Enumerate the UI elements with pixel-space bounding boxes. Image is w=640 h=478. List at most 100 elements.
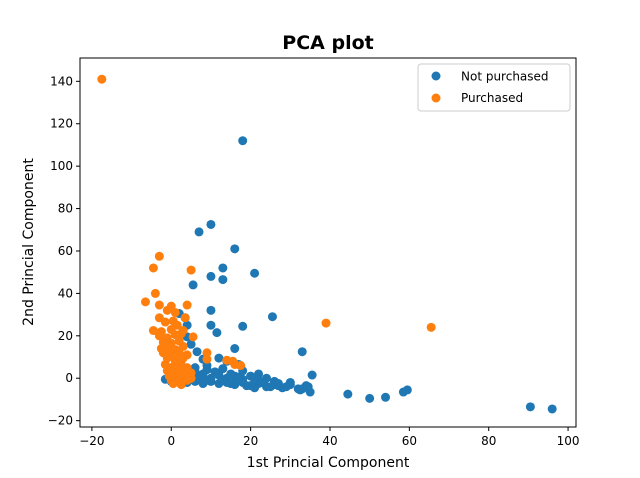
point-s0-89	[250, 374, 260, 384]
point-s0-78	[402, 385, 412, 395]
point-s1-57	[168, 379, 178, 389]
point-s1-5	[140, 297, 150, 307]
point-s0-79	[525, 402, 535, 412]
y-tick-label-0: −20	[48, 414, 73, 428]
point-s1-36	[202, 348, 212, 358]
point-s1-63	[172, 320, 182, 330]
point-s0-16	[212, 328, 222, 338]
point-s0-88	[234, 372, 244, 382]
legend-label-purchased: Purchased	[461, 91, 523, 105]
y-tick-label-5: 80	[58, 202, 73, 216]
point-s1-13	[160, 317, 170, 327]
legend-box	[417, 63, 571, 112]
point-s0-87	[226, 369, 236, 379]
point-s1-3	[186, 265, 196, 275]
point-s0-15	[238, 321, 248, 331]
point-s1-66	[426, 322, 436, 332]
x-axis-ticks: −20 0 20 40 60 80 100	[79, 427, 580, 448]
point-s0-18	[186, 339, 196, 349]
point-s1-8	[182, 300, 192, 310]
point-s0-21	[297, 347, 307, 357]
point-s0-99	[226, 379, 236, 389]
point-s1-59	[170, 364, 180, 374]
point-s1-10	[170, 307, 180, 317]
point-s0-85	[202, 365, 212, 375]
point-s1-37	[202, 354, 212, 364]
point-s0-92	[281, 382, 291, 392]
chart-title: PCA plot	[282, 32, 373, 54]
series-0	[160, 136, 557, 414]
point-s0-86	[210, 367, 220, 377]
point-s0-91	[273, 379, 283, 389]
y-tick-label-7: 120	[50, 117, 73, 131]
y-tick-label-3: 40	[58, 286, 73, 300]
point-s0-6	[206, 271, 216, 281]
legend-label-not-purchased: Not purchased	[461, 70, 549, 84]
y-tick-label-1: 0	[65, 371, 73, 385]
x-tick-label-6: 100	[557, 434, 580, 448]
legend: Not purchased Purchased	[417, 63, 571, 112]
y-axis-label: 2nd Princial Component	[21, 158, 37, 326]
y-tick-label-8: 140	[50, 74, 73, 88]
point-s1-15	[148, 326, 158, 336]
legend-marker-purchased	[431, 93, 441, 103]
point-s0-32	[307, 370, 317, 380]
plot-frame	[79, 57, 577, 428]
x-tick-label-1: 0	[167, 434, 175, 448]
point-s0-9	[206, 305, 216, 315]
point-s0-71	[295, 385, 305, 395]
point-s0-66	[265, 382, 275, 392]
point-s1-61	[166, 346, 176, 356]
x-tick-label-4: 60	[402, 434, 417, 448]
point-s1-9	[162, 305, 172, 315]
y-tick-label-6: 100	[50, 159, 73, 173]
y-axis-ticks: −20 0 20 40 60 80 100 120 140	[48, 74, 80, 428]
point-s1-6	[154, 300, 164, 310]
y-tick-label-2: 20	[58, 329, 73, 343]
x-tick-label-3: 40	[322, 434, 337, 448]
x-tick-label-2: 20	[243, 434, 258, 448]
point-s0-22	[214, 353, 224, 363]
point-s0-12	[267, 312, 277, 322]
point-s0-3	[230, 244, 240, 254]
points-layer	[97, 74, 557, 414]
point-s1-11	[180, 313, 190, 323]
point-s0-2	[194, 227, 204, 237]
point-s0-74	[343, 389, 353, 399]
point-s0-69	[242, 381, 252, 391]
point-s0-1	[206, 219, 216, 229]
x-axis-label: 1st Princial Component	[247, 455, 410, 471]
point-s1-64	[176, 329, 186, 339]
point-s1-41	[236, 361, 246, 370]
point-s1-58	[176, 380, 186, 390]
point-s1-2	[148, 263, 158, 273]
point-s0-97	[202, 375, 212, 385]
point-s0-7	[218, 275, 228, 285]
point-s0-19	[230, 344, 240, 354]
point-s1-62	[156, 344, 166, 354]
x-tick-label-0: −20	[79, 434, 104, 448]
point-s1-0	[97, 74, 107, 84]
point-s0-4	[218, 263, 228, 273]
point-s0-76	[381, 392, 391, 402]
series-1	[97, 74, 436, 390]
point-s0-5	[250, 268, 260, 278]
point-s0-14	[206, 320, 216, 330]
point-s0-73	[305, 387, 315, 397]
y-tick-label-4: 60	[58, 244, 73, 258]
point-s0-75	[365, 393, 375, 403]
point-s0-68	[250, 383, 260, 393]
point-s0-98	[218, 375, 228, 385]
point-s1-4	[150, 288, 160, 298]
point-s0-96	[194, 372, 204, 382]
legend-marker-not-purchased	[431, 71, 441, 81]
point-s0-8	[188, 280, 198, 290]
point-s0-80	[547, 404, 557, 414]
point-s1-22	[188, 332, 198, 342]
point-s1-60	[176, 356, 186, 366]
point-s1-1	[154, 251, 164, 261]
point-s0-20	[192, 347, 202, 357]
point-s1-65	[321, 318, 331, 328]
point-s0-0	[238, 136, 248, 146]
